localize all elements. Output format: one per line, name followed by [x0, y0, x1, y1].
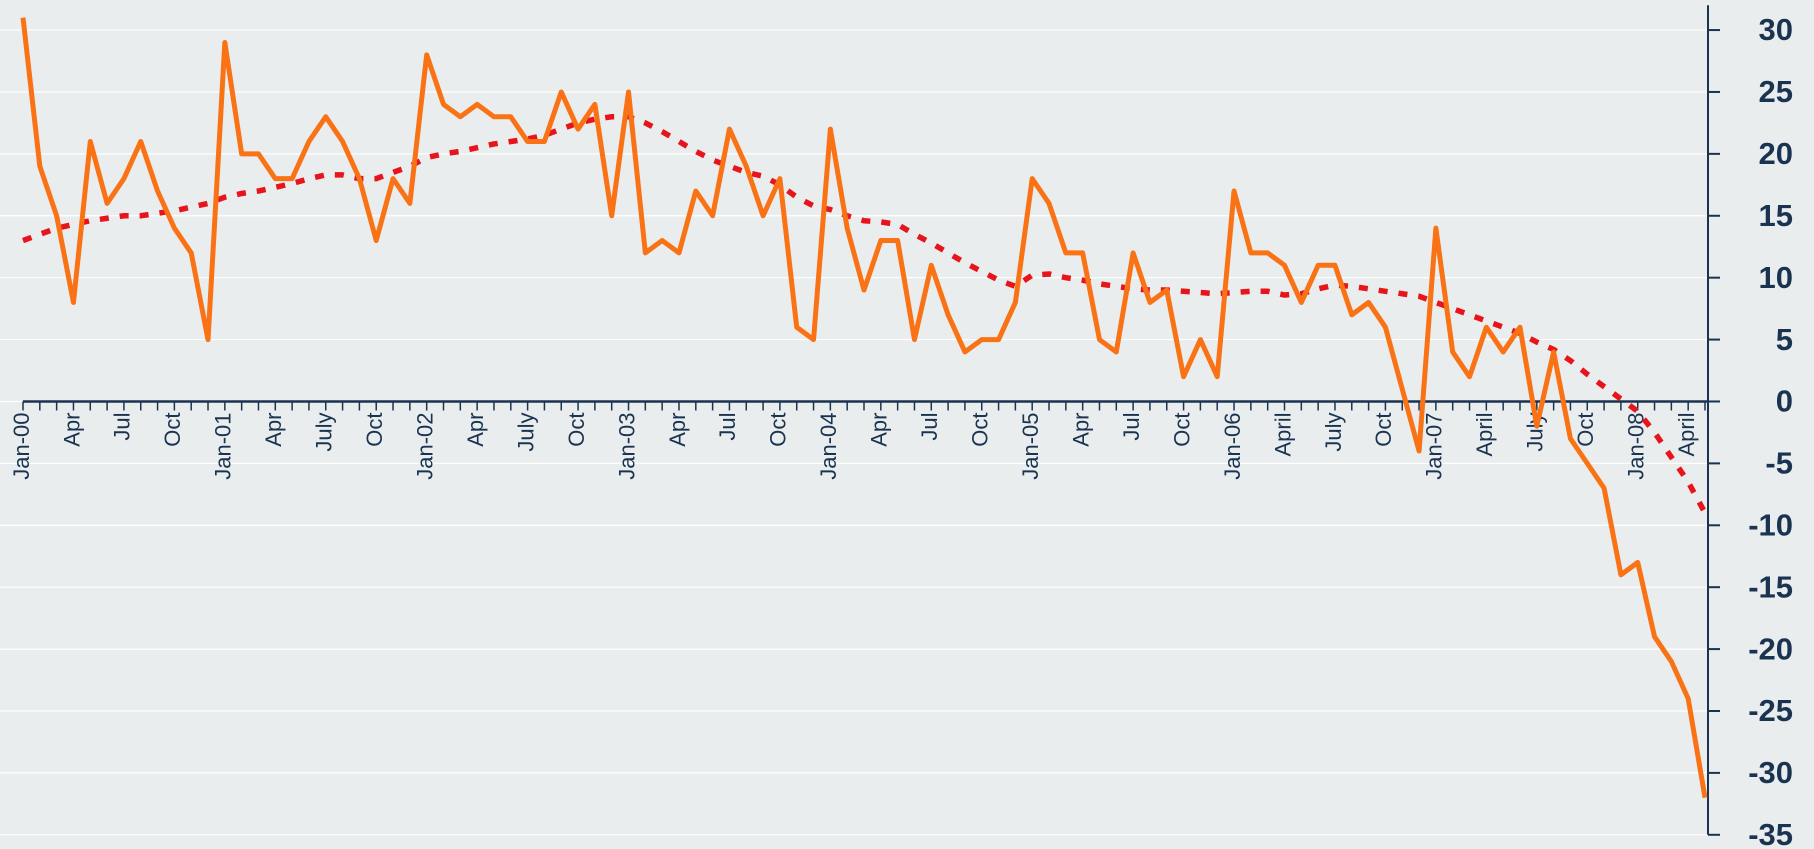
y-tick-label: -10	[1748, 507, 1793, 542]
series-line	[22, 113, 1708, 515]
y-tick-label: -25	[1748, 693, 1793, 728]
x-tick-label: Oct	[1169, 412, 1194, 446]
y-tick-label: 10	[1759, 260, 1793, 295]
y-tick-label: 25	[1759, 74, 1793, 109]
x-tick-label: Jan-03	[614, 412, 639, 479]
y-tick-label: 15	[1759, 198, 1793, 233]
y-tick-label: -20	[1748, 631, 1793, 666]
x-tick-label: Jan-05	[1018, 412, 1043, 479]
x-tick-label: July	[513, 412, 538, 451]
y-tick-label: -15	[1748, 569, 1793, 604]
x-tick-label: April	[1674, 412, 1699, 456]
x-tick-label: Jul	[110, 412, 135, 440]
x-tick-label: Oct	[160, 412, 185, 446]
y-tick-label: 20	[1759, 136, 1793, 171]
x-tick-label: Apr	[59, 412, 84, 446]
x-tick-label: Apr	[867, 412, 892, 446]
series-line	[20, 17, 1708, 799]
y-tick-label: 0	[1776, 384, 1793, 419]
x-tick-label: Apr	[665, 412, 690, 446]
x-tick-label: Jan-04	[816, 412, 841, 479]
x-tick-label: Jan-01	[211, 412, 236, 479]
x-tick-label: Oct	[1371, 412, 1396, 446]
x-tick-label: Jul	[917, 412, 942, 440]
x-tick-label: Jan-06	[1220, 412, 1245, 479]
x-tick-label: Jan-02	[412, 412, 437, 479]
x-tick-label: Jan-00	[9, 412, 34, 479]
y-tick-label: 5	[1776, 322, 1793, 357]
y-tick-label: -5	[1765, 446, 1793, 481]
y-tick-label: 30	[1759, 12, 1793, 47]
x-tick-label: Apr	[1068, 412, 1093, 446]
x-tick-label: Jul	[715, 412, 740, 440]
x-tick-label: Oct	[564, 412, 589, 446]
x-tick-label: April	[1472, 412, 1497, 456]
x-tick-label: July	[1321, 412, 1346, 451]
x-tick-label: Oct	[1573, 412, 1598, 446]
y-tick-label: -30	[1748, 755, 1793, 790]
x-tick-label: Jan-07	[1422, 412, 1447, 479]
x-tick-label: Apr	[463, 412, 488, 446]
x-tick-label: Jul	[1119, 412, 1144, 440]
x-tick-label: Oct	[968, 412, 993, 446]
x-tick-label: April	[1270, 412, 1295, 456]
x-tick-label: Oct	[362, 412, 387, 446]
x-tick-label: Apr	[261, 412, 286, 446]
y-tick-label: -35	[1748, 817, 1793, 849]
x-tick-label: Oct	[766, 412, 791, 446]
x-tick-label: July	[312, 412, 337, 451]
